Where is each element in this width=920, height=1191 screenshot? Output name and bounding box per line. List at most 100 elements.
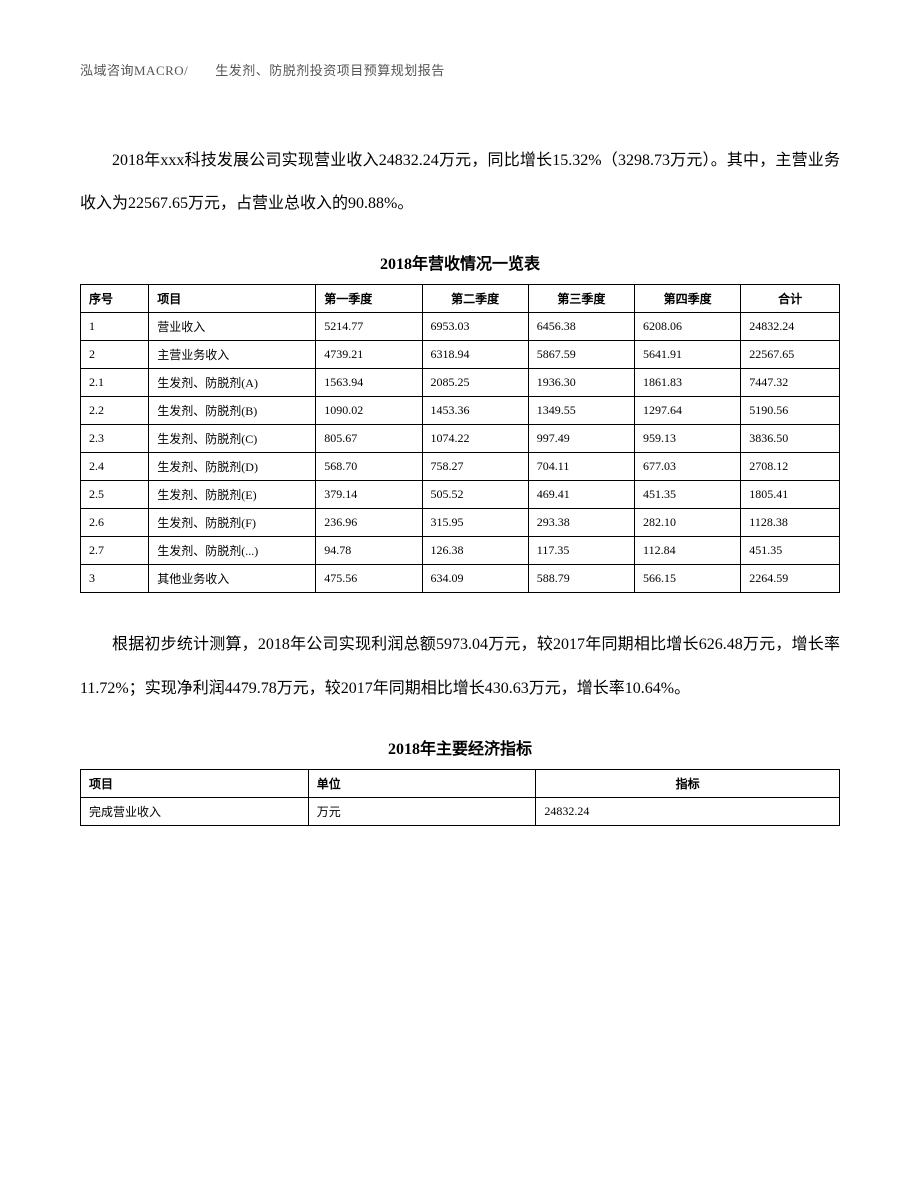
col-header-q3: 第三季度 [528,285,634,313]
table-row: 完成营业收入万元24832.24 [81,797,840,825]
table-cell: 1349.55 [528,397,634,425]
table-cell: 24832.24 [741,313,840,341]
col-header-indicator: 指标 [536,769,840,797]
table-row: 1营业收入5214.776953.036456.386208.0624832.2… [81,313,840,341]
page-header: 泓域咨询MACRO/ 生发剂、防脱剂投资项目预算规划报告 [80,60,840,79]
table-cell: 主营业务收入 [149,341,316,369]
table-cell: 451.35 [635,481,741,509]
table-cell: 2.7 [81,537,149,565]
table-cell: 5641.91 [635,341,741,369]
table-cell: 22567.65 [741,341,840,369]
col-header-project: 项目 [81,769,309,797]
table-cell: 117.35 [528,537,634,565]
table-cell: 5190.56 [741,397,840,425]
table-cell: 293.38 [528,509,634,537]
table-cell: 完成营业收入 [81,797,309,825]
table-cell: 2708.12 [741,453,840,481]
table-cell: 1128.38 [741,509,840,537]
table-cell: 997.49 [528,425,634,453]
table-cell: 生发剂、防脱剂(F) [149,509,316,537]
table-cell: 805.67 [316,425,422,453]
col-header-q2: 第二季度 [422,285,528,313]
table-cell: 生发剂、防脱剂(...) [149,537,316,565]
table-cell: 1453.36 [422,397,528,425]
table-cell: 469.41 [528,481,634,509]
table-cell: 其他业务收入 [149,565,316,593]
table-cell: 236.96 [316,509,422,537]
col-header-total: 合计 [741,285,840,313]
col-header-q1: 第一季度 [316,285,422,313]
paragraph-2: 根据初步统计测算，2018年公司实现利润总额5973.04万元，较2017年同期… [80,623,840,709]
table-cell: 生发剂、防脱剂(C) [149,425,316,453]
table-cell: 7447.32 [741,369,840,397]
table-cell: 2.4 [81,453,149,481]
paragraph-1: 2018年xxx科技发展公司实现营业收入24832.24万元，同比增长15.32… [80,139,840,225]
table-cell: 2.3 [81,425,149,453]
table-cell: 2.1 [81,369,149,397]
table-cell: 379.14 [316,481,422,509]
table-cell: 126.38 [422,537,528,565]
table-row: 2.3生发剂、防脱剂(C)805.671074.22997.49959.1338… [81,425,840,453]
table-row: 2.6生发剂、防脱剂(F)236.96315.95293.38282.10112… [81,509,840,537]
table-cell: 2.5 [81,481,149,509]
table-cell: 1 [81,313,149,341]
table-cell: 959.13 [635,425,741,453]
table-cell: 475.56 [316,565,422,593]
table-row: 2.4生发剂、防脱剂(D)568.70758.27704.11677.03270… [81,453,840,481]
table-cell: 万元 [308,797,536,825]
table-cell: 1090.02 [316,397,422,425]
table-cell: 2.6 [81,509,149,537]
table-row: 2主营业务收入4739.216318.945867.595641.9122567… [81,341,840,369]
table-cell: 94.78 [316,537,422,565]
col-header-q4: 第四季度 [635,285,741,313]
table-cell: 6456.38 [528,313,634,341]
col-header-seq: 序号 [81,285,149,313]
table-row: 2.1生发剂、防脱剂(A)1563.942085.251936.301861.8… [81,369,840,397]
table-cell: 505.52 [422,481,528,509]
table-cell: 566.15 [635,565,741,593]
table-cell: 758.27 [422,453,528,481]
table-cell: 634.09 [422,565,528,593]
table-cell: 1074.22 [422,425,528,453]
table-cell: 6953.03 [422,313,528,341]
table-cell: 568.70 [316,453,422,481]
table-cell: 1861.83 [635,369,741,397]
table-cell: 24832.24 [536,797,840,825]
table-cell: 1297.64 [635,397,741,425]
table-cell: 营业收入 [149,313,316,341]
table-cell: 3 [81,565,149,593]
table-row: 2.5生发剂、防脱剂(E)379.14505.52469.41451.35180… [81,481,840,509]
table-cell: 588.79 [528,565,634,593]
table-cell: 677.03 [635,453,741,481]
revenue-table-title: 2018年营收情况一览表 [80,250,840,274]
table-row: 2.7生发剂、防脱剂(...)94.78126.38117.35112.8445… [81,537,840,565]
indicator-table: 项目 单位 指标 完成营业收入万元24832.24 [80,769,840,826]
table-cell: 5214.77 [316,313,422,341]
table-cell: 4739.21 [316,341,422,369]
table-row: 3其他业务收入475.56634.09588.79566.152264.59 [81,565,840,593]
table-cell: 5867.59 [528,341,634,369]
table-cell: 6318.94 [422,341,528,369]
table-cell: 生发剂、防脱剂(D) [149,453,316,481]
col-header-unit: 单位 [308,769,536,797]
table-cell: 1805.41 [741,481,840,509]
table-cell: 6208.06 [635,313,741,341]
col-header-item: 项目 [149,285,316,313]
table-cell: 生发剂、防脱剂(B) [149,397,316,425]
table-cell: 2085.25 [422,369,528,397]
indicator-table-title: 2018年主要经济指标 [80,735,840,759]
table-cell: 生发剂、防脱剂(E) [149,481,316,509]
table-cell: 451.35 [741,537,840,565]
table-cell: 112.84 [635,537,741,565]
table-cell: 2 [81,341,149,369]
table-cell: 生发剂、防脱剂(A) [149,369,316,397]
table-cell: 282.10 [635,509,741,537]
revenue-table: 序号 项目 第一季度 第二季度 第三季度 第四季度 合计 1营业收入5214.7… [80,284,840,593]
table-cell: 704.11 [528,453,634,481]
table-cell: 2264.59 [741,565,840,593]
table-header-row: 序号 项目 第一季度 第二季度 第三季度 第四季度 合计 [81,285,840,313]
table-cell: 1936.30 [528,369,634,397]
table-cell: 315.95 [422,509,528,537]
table-cell: 1563.94 [316,369,422,397]
table-row: 2.2生发剂、防脱剂(B)1090.021453.361349.551297.6… [81,397,840,425]
